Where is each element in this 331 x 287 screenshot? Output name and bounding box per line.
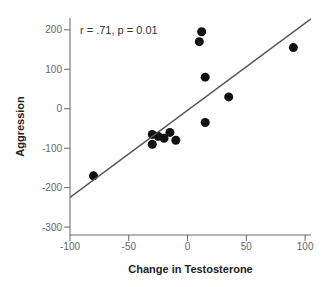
- svg-text:Change in Testosterone: Change in Testosterone: [128, 263, 252, 275]
- svg-text:-300: -300: [42, 222, 62, 233]
- svg-text:-100: -100: [60, 241, 80, 252]
- svg-text:50: 50: [241, 241, 253, 252]
- svg-text:-100: -100: [42, 143, 62, 154]
- svg-text:200: 200: [45, 24, 62, 35]
- svg-text:0: 0: [56, 103, 62, 114]
- svg-text:-200: -200: [42, 182, 62, 193]
- svg-text:Aggression: Aggression: [14, 96, 26, 157]
- svg-text:0: 0: [185, 241, 191, 252]
- html-text:r = .71, p = 0.01: r = .71, p = 0.01: [80, 24, 158, 36]
- svg-text:100: 100: [297, 241, 314, 252]
- svg-text:-50: -50: [122, 241, 137, 252]
- svg-text:100: 100: [45, 64, 62, 75]
